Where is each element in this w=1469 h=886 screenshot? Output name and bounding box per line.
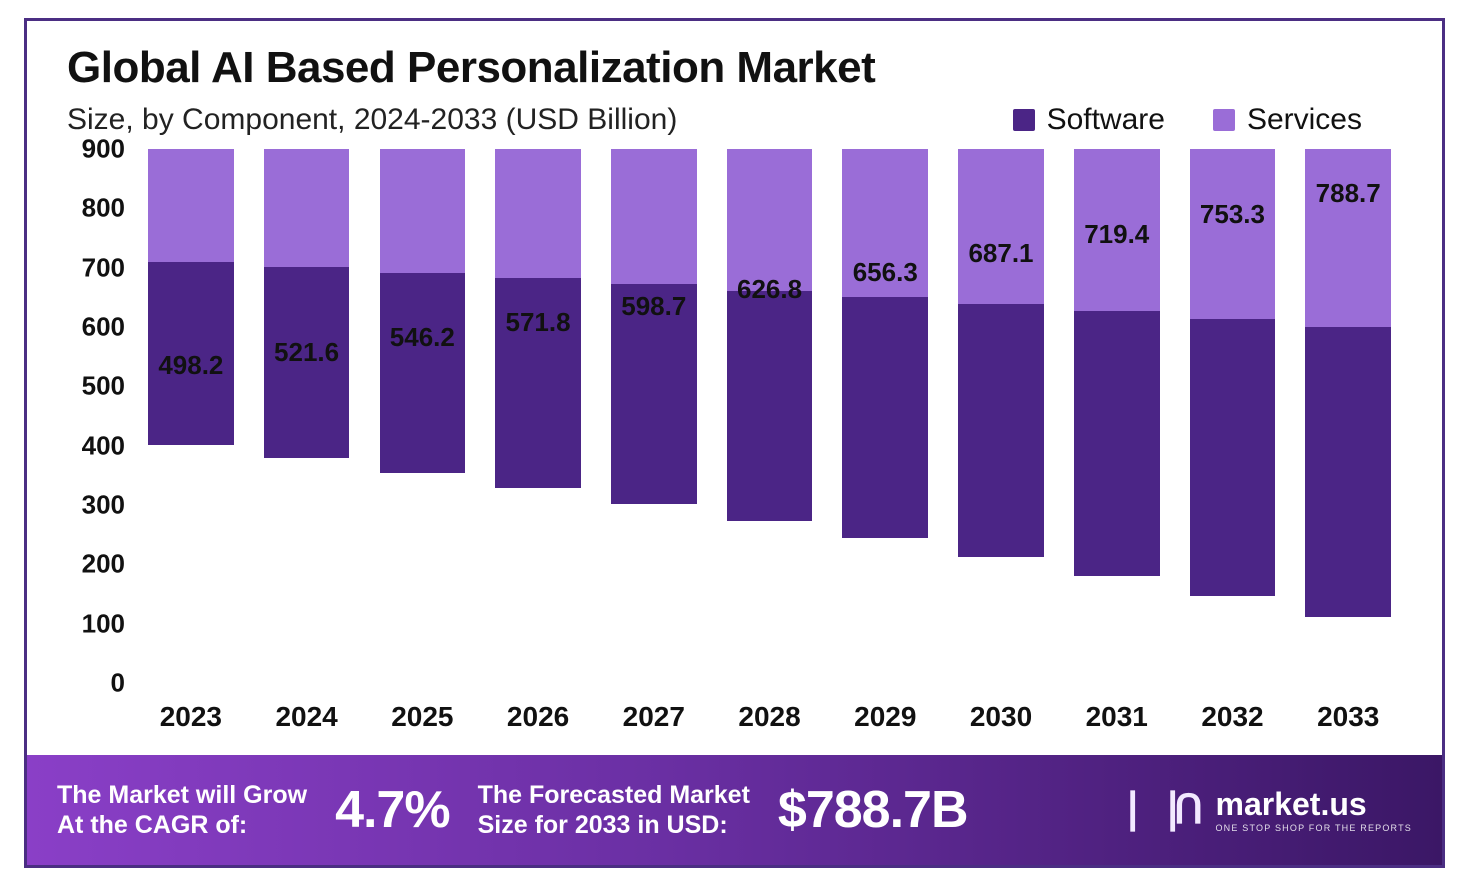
bar-segment-services xyxy=(495,149,581,278)
brand-name-text: market.us xyxy=(1215,788,1412,820)
x-tick-label: 2026 xyxy=(480,701,596,733)
x-tick-label: 2023 xyxy=(133,701,249,733)
bar-total-label: 788.7 xyxy=(1316,178,1381,209)
forecast-label-line2: Size for 2033 in USD: xyxy=(478,810,750,840)
bar-stack xyxy=(380,149,466,473)
y-tick-label: 100 xyxy=(82,608,125,639)
bar-segment-services xyxy=(1190,149,1276,319)
bar-column: 719.4 xyxy=(1059,149,1175,683)
bar-segment-services xyxy=(380,149,466,273)
bar-segment-software xyxy=(1074,311,1160,576)
brand: ᑎ⎸⎸ market.us ONE STOP SHOP FOR THE REPO… xyxy=(1094,787,1412,833)
legend-label-software: Software xyxy=(1047,103,1165,137)
bar-segment-services xyxy=(611,149,697,284)
x-tick-label: 2031 xyxy=(1059,701,1175,733)
legend: Software Services xyxy=(1013,103,1402,137)
bar-column: 656.3 xyxy=(827,149,943,683)
y-tick-label: 400 xyxy=(82,430,125,461)
bars-container: 498.2 521.6 546.2 571.8 598.7 626.8 656.3 687.1… xyxy=(133,149,1406,683)
x-tick-label: 2028 xyxy=(712,701,828,733)
bar-segment-services xyxy=(958,149,1044,304)
cagr-label-line2: At the CAGR of: xyxy=(57,810,307,840)
bar-segment-software xyxy=(1305,327,1391,617)
cagr-label: The Market will Grow At the CAGR of: xyxy=(57,780,307,840)
bar-total-label: 719.4 xyxy=(1084,219,1149,250)
x-tick-label: 2025 xyxy=(364,701,480,733)
bar-total-label: 546.2 xyxy=(390,322,455,353)
bar-column: 687.1 xyxy=(943,149,1059,683)
bar-segment-services xyxy=(727,149,813,291)
bar-stack xyxy=(264,149,350,458)
bar-segment-services xyxy=(264,149,350,267)
bar-stack xyxy=(958,149,1044,557)
legend-label-services: Services xyxy=(1247,103,1362,137)
bar-total-label: 598.7 xyxy=(621,291,686,322)
chart-area: 0100200300400500600700800900 498.2521.65… xyxy=(27,145,1442,687)
x-tick-label: 2030 xyxy=(943,701,1059,733)
x-tick-label: 2033 xyxy=(1290,701,1406,733)
bar-column: 521.6 xyxy=(249,149,365,683)
bar-total-label: 521.6 xyxy=(274,337,339,368)
plot-area: 498.2 521.6 546.2 571.8 598.7 626.8 656.3 687.1… xyxy=(133,149,1406,683)
forecast-label-line1: The Forecasted Market xyxy=(478,780,750,810)
bar-stack xyxy=(727,149,813,521)
bar-total-label: 687.1 xyxy=(968,238,1033,269)
brand-logo-icon: ᑎ⎸⎸ xyxy=(1094,787,1203,833)
bar-column: 571.8 xyxy=(480,149,596,683)
bar-column: 753.3 xyxy=(1175,149,1291,683)
cagr-value: 4.7% xyxy=(335,780,450,840)
bar-total-label: 656.3 xyxy=(853,257,918,288)
bar-stack xyxy=(1305,149,1391,617)
bar-segment-services xyxy=(148,149,234,262)
x-axis: 2023202420252026202720282029203020312032… xyxy=(27,687,1442,755)
y-axis: 0100200300400500600700800900 xyxy=(41,149,133,683)
bar-segment-software xyxy=(958,304,1044,557)
bar-stack xyxy=(611,149,697,504)
bar-total-label: 498.2 xyxy=(158,350,223,381)
sub-header-row: Size, by Component, 2024-2033 (USD Billi… xyxy=(27,99,1442,145)
bar-total-label: 753.3 xyxy=(1200,199,1265,230)
bar-stack xyxy=(842,149,928,538)
x-tick-label: 2024 xyxy=(249,701,365,733)
legend-swatch-software xyxy=(1013,109,1035,131)
footer-banner: The Market will Grow At the CAGR of: 4.7… xyxy=(27,755,1442,865)
legend-item-services: Services xyxy=(1213,103,1362,137)
legend-item-software: Software xyxy=(1013,103,1165,137)
bar-total-label: 571.8 xyxy=(506,307,571,338)
bar-column: 598.7 xyxy=(596,149,712,683)
bar-column: 498.2 xyxy=(133,149,249,683)
bar-column: 546.2 xyxy=(364,149,480,683)
chart-subtitle: Size, by Component, 2024-2033 (USD Billi… xyxy=(67,103,677,137)
bar-segment-software xyxy=(842,297,928,538)
bar-segment-software xyxy=(380,273,466,474)
bar-segment-software xyxy=(727,291,813,521)
y-tick-label: 800 xyxy=(82,193,125,224)
cagr-label-line1: The Market will Grow xyxy=(57,780,307,810)
forecast-label: The Forecasted Market Size for 2033 in U… xyxy=(478,780,750,840)
x-tick-label: 2027 xyxy=(596,701,712,733)
y-tick-label: 0 xyxy=(111,668,125,699)
bar-segment-software xyxy=(1190,319,1276,596)
y-tick-label: 300 xyxy=(82,490,125,521)
y-tick-label: 900 xyxy=(82,134,125,165)
y-tick-label: 500 xyxy=(82,371,125,402)
legend-swatch-services xyxy=(1213,109,1235,131)
y-tick-label: 600 xyxy=(82,312,125,343)
brand-tagline: ONE STOP SHOP FOR THE REPORTS xyxy=(1215,824,1412,833)
bar-column: 626.8 xyxy=(712,149,828,683)
chart-title: Global AI Based Personalization Market xyxy=(67,43,1402,93)
bar-column: 788.7 xyxy=(1290,149,1406,683)
bar-stack xyxy=(1074,149,1160,576)
forecast-value: $788.7B xyxy=(778,780,968,840)
x-tick-label: 2029 xyxy=(827,701,943,733)
y-tick-label: 700 xyxy=(82,252,125,283)
bar-segment-services xyxy=(1305,149,1391,327)
bar-stack xyxy=(148,149,234,445)
x-tick-label: 2032 xyxy=(1175,701,1291,733)
chart-card: Global AI Based Personalization Market S… xyxy=(24,18,1445,868)
header: Global AI Based Personalization Market xyxy=(27,21,1442,99)
bar-total-label: 626.8 xyxy=(737,274,802,305)
y-tick-label: 200 xyxy=(82,549,125,580)
